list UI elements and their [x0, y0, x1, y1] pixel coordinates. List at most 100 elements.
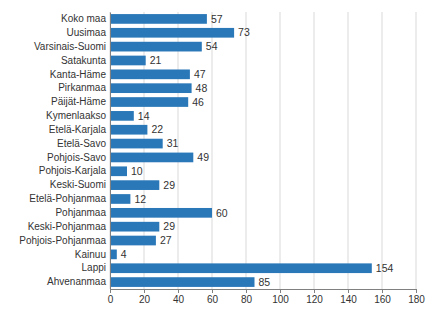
y-tick: Kainuu [75, 249, 110, 260]
y-tick: Uusimaa [67, 27, 110, 38]
x-tick-label: 100 [272, 294, 289, 305]
bar [110, 250, 117, 260]
bar [110, 42, 202, 52]
data-label: 57 [211, 13, 223, 25]
x-tick: 80 [241, 289, 253, 305]
x-tick: 160 [374, 289, 391, 305]
data-label: 73 [238, 26, 250, 38]
y-tick-label: Pohjanmaa [55, 207, 106, 218]
data-label: 31 [167, 137, 179, 149]
grid [110, 12, 416, 289]
x-tick: 100 [272, 289, 289, 305]
chart-container: 020406080100120140160180Koko maaUusimaaV… [0, 0, 442, 315]
y-tick-label: Pohjois-Pohjanmaa [19, 235, 106, 246]
x-tick-label: 160 [374, 294, 391, 305]
y-tick: Etelä-Pohjanmaa [29, 193, 110, 204]
x-tick: 60 [207, 289, 219, 305]
y-tick-label: Varsinais-Suomi [34, 41, 106, 52]
y-tick-label: Uusimaa [67, 27, 107, 38]
x-tick-mark [314, 289, 315, 293]
y-tick-label: Keski-Pohjanmaa [28, 221, 107, 232]
x-tick-label: 0 [108, 294, 114, 305]
x-tick-mark [280, 289, 281, 293]
grid-line [178, 12, 179, 289]
y-tick-label: Kymenlaakso [46, 110, 106, 121]
y-tick-label: Etelä-Pohjanmaa [29, 193, 106, 204]
grid-line [144, 12, 145, 289]
x-tick-mark [178, 289, 179, 293]
y-tick-label: Keski-Suomi [50, 179, 106, 190]
data-label: 154 [376, 262, 394, 274]
bar [110, 69, 190, 79]
data-label: 47 [194, 68, 206, 80]
y-axis-line [110, 13, 111, 290]
x-axis-line [111, 289, 417, 290]
y-tick: Lappi [82, 262, 110, 273]
plot: 020406080100120140160180Koko maaUusimaaV… [19, 12, 425, 305]
bar [110, 236, 156, 246]
data-label: 60 [216, 207, 228, 219]
x-tick-mark [144, 289, 145, 293]
bar [110, 153, 193, 163]
data-label: 49 [197, 151, 209, 163]
grid-line [212, 12, 213, 289]
x-tick-label: 180 [408, 294, 425, 305]
grid-line [280, 12, 281, 289]
bar [110, 180, 159, 190]
data-label: 14 [138, 110, 150, 122]
y-tick: Etelä-Karjala [49, 124, 110, 135]
x-tick: 180 [408, 289, 425, 305]
bar [110, 14, 207, 24]
bar [110, 97, 188, 107]
bar [110, 125, 147, 135]
grid-line [110, 12, 111, 289]
x-tick-mark [416, 289, 417, 293]
data-label: 12 [134, 193, 146, 205]
x-tick: 20 [139, 289, 151, 305]
y-tick: Etelä-Savo [57, 138, 110, 149]
y-tick: Pohjanmaa [55, 207, 110, 218]
y-tick-label: Kainuu [75, 249, 106, 260]
y-tick: Päijät-Häme [51, 96, 110, 107]
y-tick-label: Ahvenanmaa [47, 276, 106, 287]
y-tick: Kymenlaakso [46, 110, 110, 121]
data-label: 54 [206, 40, 218, 52]
y-tick-label: Etelä-Karjala [49, 124, 107, 135]
x-tick-label: 120 [306, 294, 323, 305]
bar [110, 263, 372, 273]
bar [110, 56, 146, 66]
x-tick: 140 [340, 289, 357, 305]
y-tick: Keski-Suomi [50, 179, 110, 190]
y-tick-label: Kanta-Häme [50, 69, 107, 80]
x-tick-mark [246, 289, 247, 293]
y-tick-label: Koko maa [61, 13, 106, 24]
data-labels: 5773542147484614223149102912602927415485 [121, 13, 394, 288]
bar [110, 277, 255, 287]
bars [110, 14, 372, 287]
y-tick: Pohjois-Savo [47, 152, 110, 163]
bar [110, 83, 192, 93]
data-label: 29 [163, 220, 175, 232]
data-label: 10 [131, 165, 143, 177]
bar [110, 222, 159, 232]
x-tick-label: 60 [207, 294, 219, 305]
grid-line [314, 12, 315, 289]
data-label: 22 [151, 123, 163, 135]
bar [110, 194, 130, 204]
y-tick-label: Lappi [82, 262, 106, 273]
x-tick-mark [348, 289, 349, 293]
data-label: 21 [150, 54, 162, 66]
y-tick: Satakunta [61, 55, 110, 66]
x-tick-mark [382, 289, 383, 293]
data-label: 46 [192, 96, 204, 108]
y-axis: Koko maa Uusimaa Varsinais-Suomi Satakunta K… [19, 13, 110, 290]
bar [110, 166, 127, 176]
bar [110, 208, 212, 218]
x-tick-label: 80 [241, 294, 253, 305]
y-tick-label: Pirkanmaa [58, 82, 106, 93]
y-tick: Pohjois-Pohjanmaa [19, 235, 110, 246]
grid-line [348, 12, 349, 289]
bar [110, 28, 234, 38]
bar [110, 139, 163, 149]
x-axis: 020406080100120140160180 [108, 289, 426, 305]
